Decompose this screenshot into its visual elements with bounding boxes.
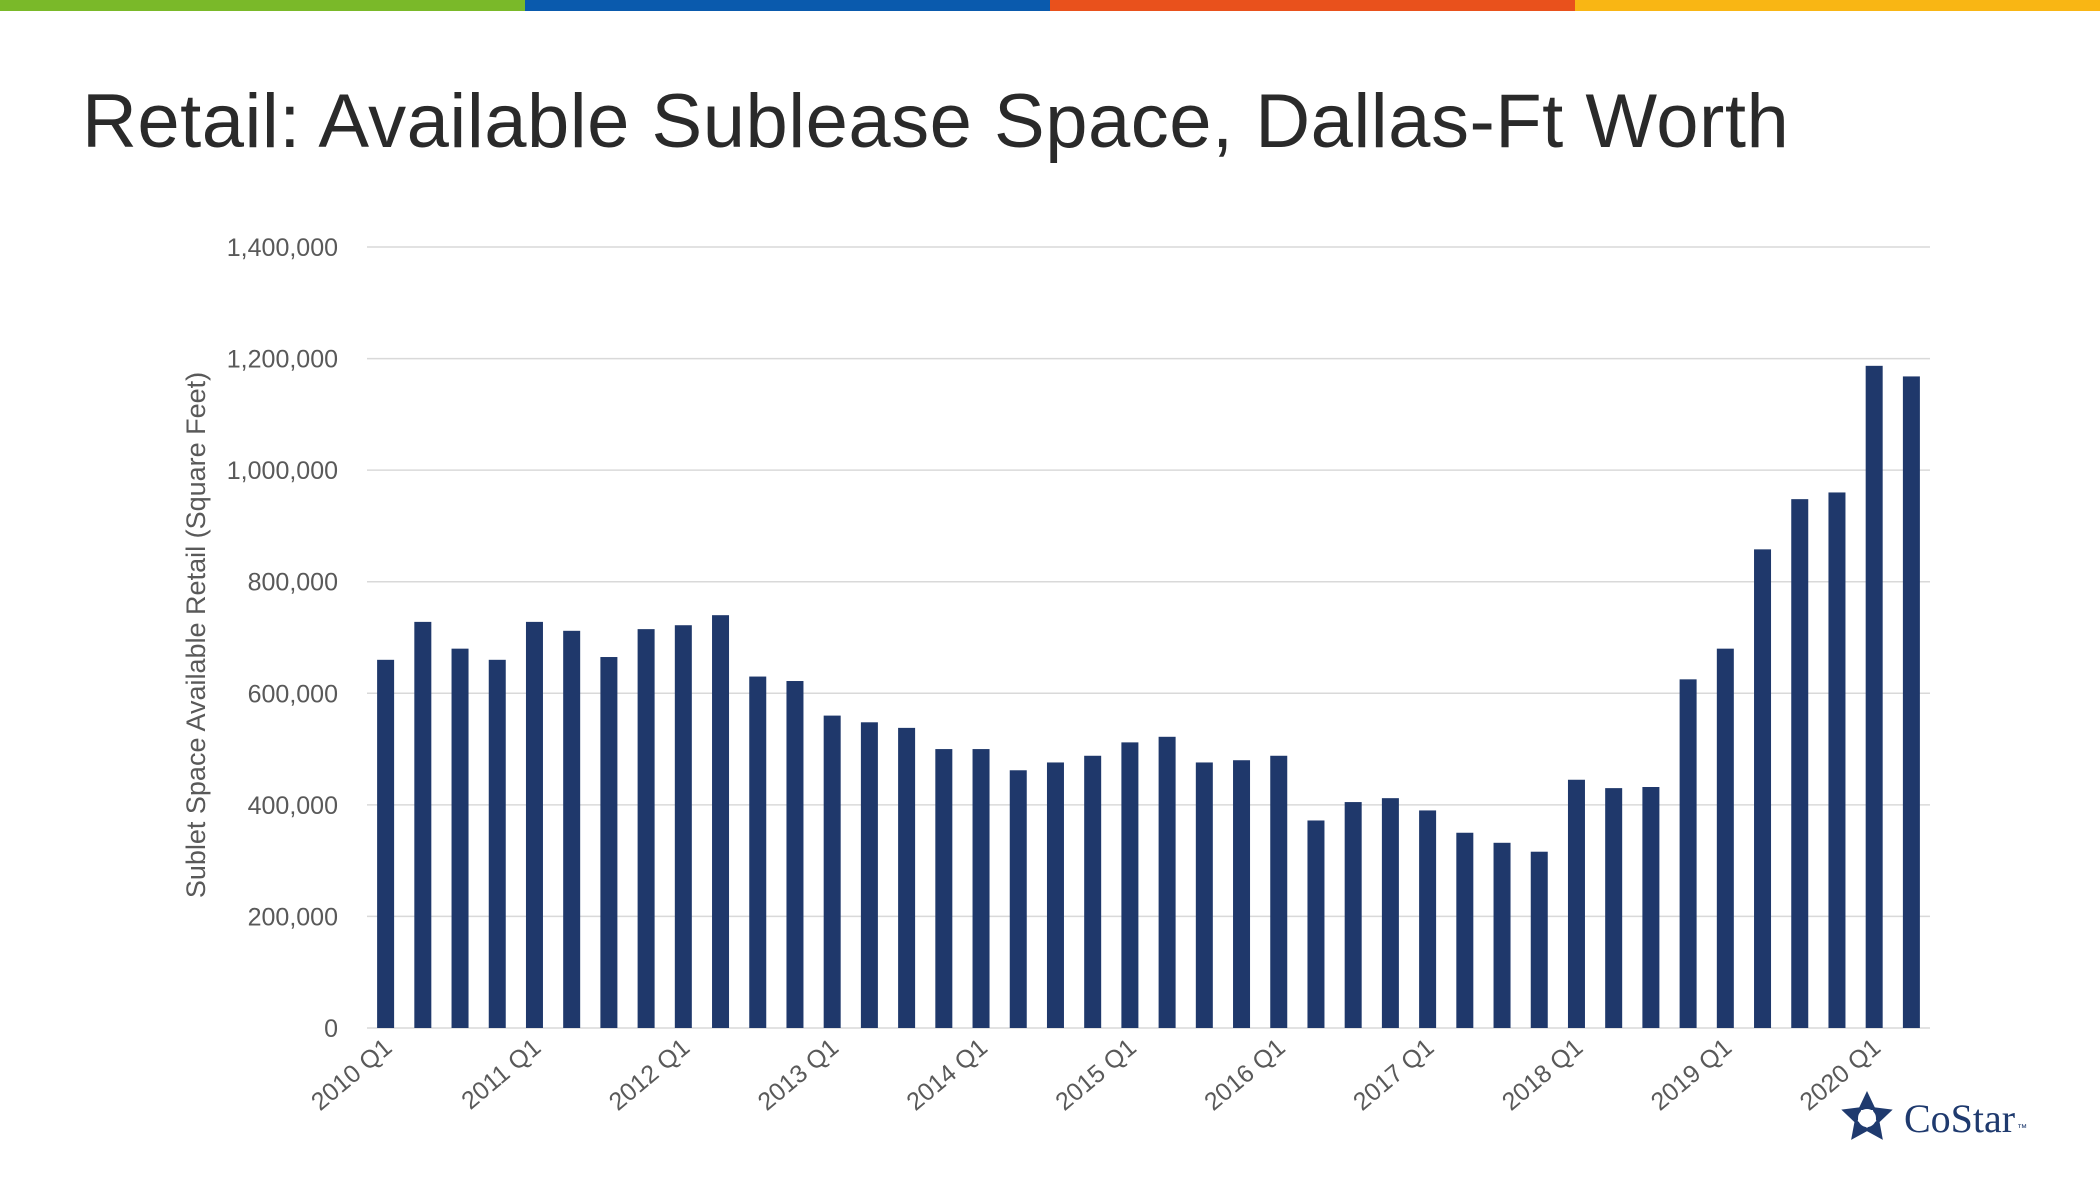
bar-2013-q3: [898, 727, 916, 1028]
bar-2013-q4: [935, 749, 953, 1028]
x-tick-label: 2014 Q1: [901, 1033, 992, 1116]
accent-stripe-yellow: [1575, 0, 2100, 11]
bar-2010-q4: [488, 659, 506, 1028]
x-tick-label: 2019 Q1: [1646, 1033, 1737, 1116]
y-tick-label: 1,400,000: [227, 234, 338, 262]
bar-2012-q1: [674, 625, 692, 1028]
bar-2017-q1: [1419, 810, 1437, 1028]
costar-wordmark: CoStar: [1904, 1095, 2016, 1141]
bar-2018-q3: [1642, 787, 1660, 1028]
bar-2019-q3: [1791, 499, 1809, 1028]
x-tick-label: 2016 Q1: [1199, 1033, 1290, 1116]
bar-2016-q2: [1307, 820, 1325, 1028]
y-tick-label: 1,200,000: [227, 346, 338, 374]
y-tick-label: 0: [324, 1015, 338, 1043]
gridlines: [367, 246, 1930, 1029]
x-tick-label: 2011 Q1: [456, 1033, 546, 1115]
bar-2017-q4: [1530, 851, 1548, 1028]
accent-stripe: [0, 0, 2100, 11]
bar-2010-q2: [414, 621, 432, 1028]
bar-2014-q4: [1084, 755, 1102, 1028]
y-tick-label: 400,000: [248, 792, 338, 820]
bar-2015-q4: [1233, 760, 1251, 1028]
y-tick-label: 1,000,000: [227, 457, 338, 485]
bar-2018-q2: [1605, 788, 1623, 1028]
costar-trademark: ™: [2017, 1122, 2028, 1134]
y-tick-label: 200,000: [248, 903, 338, 931]
bar-2020-q1: [1865, 365, 1883, 1028]
bar-2012-q4: [786, 681, 804, 1028]
bar-2015-q1: [1121, 742, 1139, 1028]
x-tick-label: 2013 Q1: [753, 1033, 844, 1116]
bar-2018-q1: [1567, 779, 1585, 1028]
x-tick-label: 2015 Q1: [1050, 1033, 1141, 1116]
x-tick-label: 2018 Q1: [1497, 1033, 1588, 1116]
accent-stripe-orange: [1050, 0, 1575, 11]
bar-2019-q2: [1754, 549, 1772, 1028]
x-tick-label: 2010 Q1: [306, 1033, 397, 1116]
x-axis-tick-labels: 2010 Q1 2011 Q1 2012 Q1 2013 Q1 2014 Q1 2015 …: [306, 1033, 1886, 1116]
bar-2019-q4: [1828, 492, 1846, 1028]
slide-title: Retail: Available Sublease Space, Dallas…: [82, 79, 1790, 164]
y-tick-label: 800,000: [248, 569, 338, 597]
bar-2013-q2: [860, 722, 878, 1028]
bar-2012-q2: [712, 615, 730, 1028]
bar-2014-q2: [1009, 770, 1027, 1028]
costar-logo: CoStar ™: [1838, 1088, 2027, 1148]
bar-2014-q1: [972, 749, 990, 1028]
bar-2011-q1: [525, 621, 543, 1028]
bar-2016-q4: [1381, 798, 1399, 1028]
bar-2020-q2: [1902, 376, 1920, 1028]
y-tick-label: 600,000: [248, 680, 338, 708]
y-axis-label: Sublet Space Available Retail (Square Fe…: [181, 372, 211, 898]
costar-star-icon: [1841, 1091, 1893, 1140]
bar-2017-q3: [1493, 842, 1511, 1028]
bar-2011-q3: [600, 657, 618, 1028]
bar-2016-q3: [1344, 802, 1362, 1028]
bar-2015-q2: [1158, 736, 1176, 1028]
bar-2017-q2: [1456, 832, 1474, 1028]
bar-2019-q1: [1716, 648, 1734, 1028]
bar-2012-q3: [749, 676, 767, 1028]
bar-2015-q3: [1195, 762, 1213, 1028]
x-tick-label: 2012 Q1: [604, 1033, 695, 1116]
bar-2018-q4: [1679, 679, 1697, 1028]
bar-2010-q1: [377, 659, 395, 1028]
y-axis-tick-labels: 0 200,000 400,000 600,000 800,000 1,000,000 1,…: [227, 234, 338, 1043]
bar-2014-q3: [1046, 762, 1064, 1028]
bar-2011-q2: [563, 630, 581, 1028]
accent-stripe-blue: [525, 0, 1050, 11]
bar-2010-q3: [451, 648, 469, 1028]
bar-2013-q1: [823, 715, 841, 1028]
bar-2011-q4: [637, 629, 655, 1028]
accent-stripe-green: [0, 0, 525, 11]
bars: [377, 365, 1920, 1028]
x-tick-label: 2017 Q1: [1348, 1033, 1439, 1116]
bar-2016-q1: [1270, 755, 1288, 1028]
